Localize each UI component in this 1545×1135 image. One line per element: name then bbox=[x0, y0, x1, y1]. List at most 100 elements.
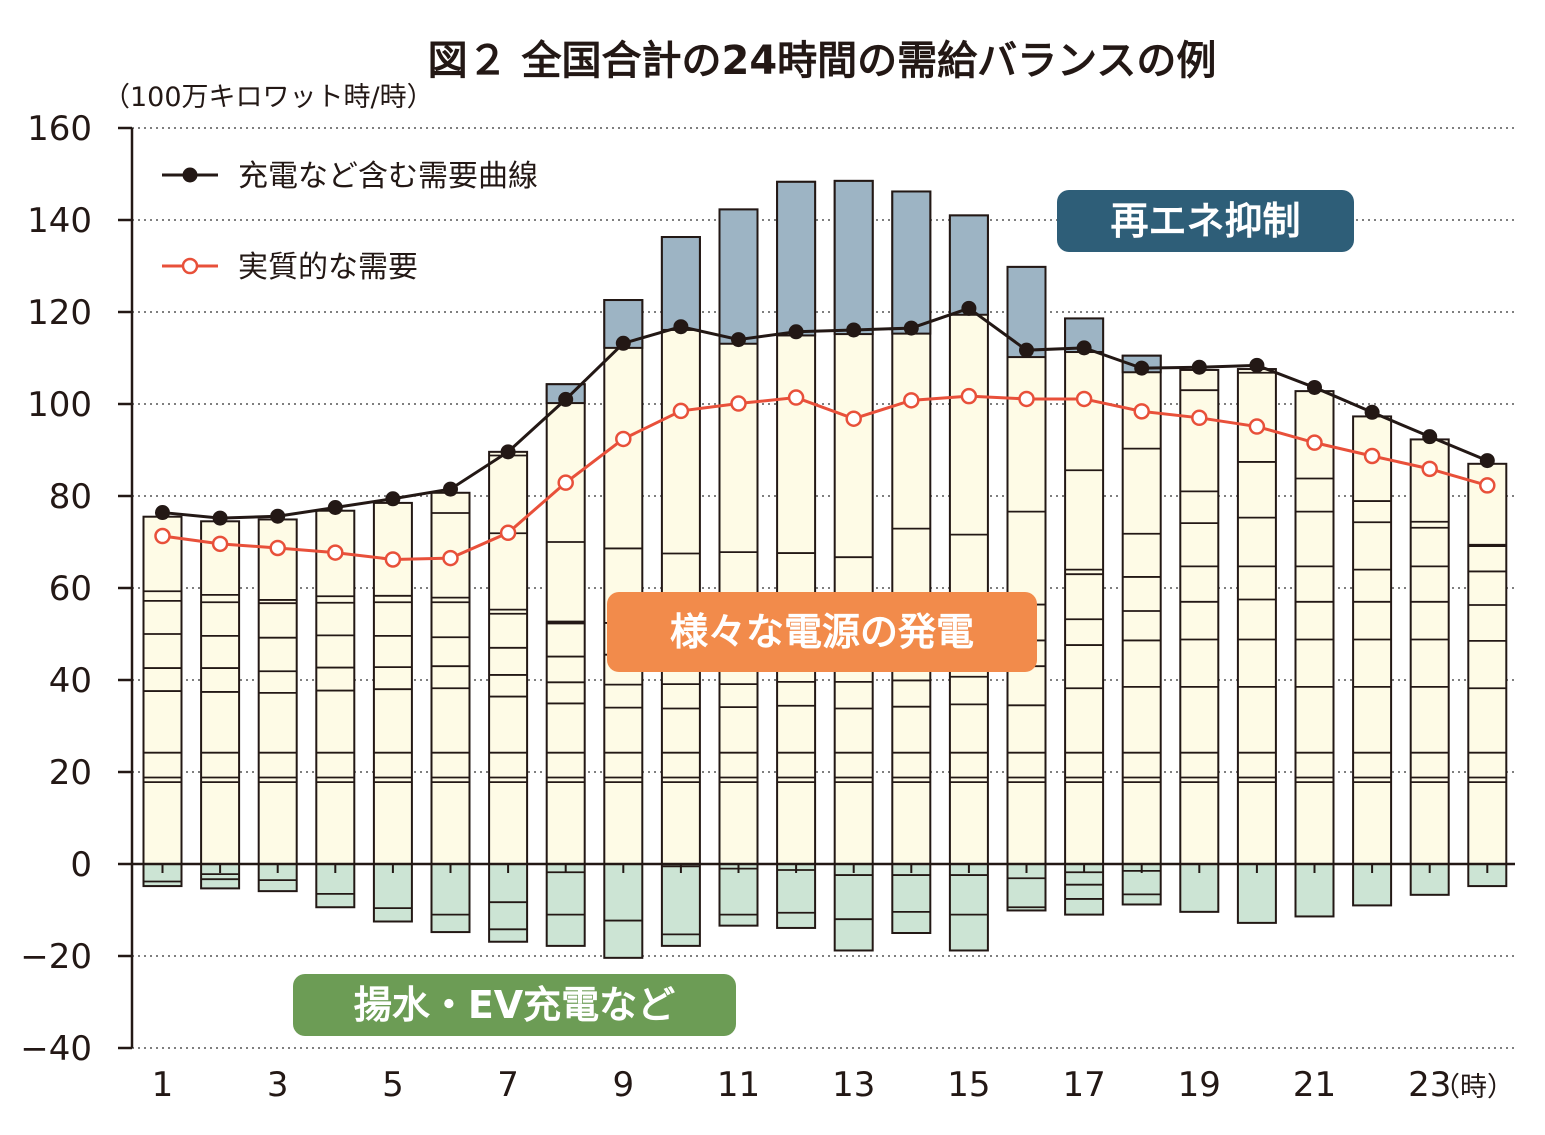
legend-marker bbox=[182, 167, 198, 183]
data-point bbox=[615, 430, 632, 448]
legend-label: 充電など含む需要曲線 bbox=[238, 159, 538, 194]
data-point bbox=[1191, 409, 1208, 427]
y-tick-label: 60 bbox=[49, 569, 92, 609]
series-lines bbox=[154, 300, 1496, 568]
data-point bbox=[500, 444, 516, 460]
generation-bar bbox=[1467, 462, 1508, 865]
generation-bar bbox=[1179, 368, 1220, 865]
bar-group bbox=[200, 520, 241, 890]
bar-group bbox=[1236, 368, 1277, 924]
data-point bbox=[1421, 460, 1438, 478]
charging-bar bbox=[603, 863, 644, 959]
bar-group bbox=[257, 518, 298, 893]
data-point bbox=[442, 549, 459, 567]
curtailment-bar bbox=[660, 236, 701, 331]
annotation-badge bbox=[1057, 190, 1354, 252]
curtailment-bar bbox=[776, 180, 817, 337]
y-tick-label: 160 bbox=[27, 109, 92, 149]
y-tick-label: −20 bbox=[20, 937, 92, 977]
annotation-label: 揚水・EV充電など bbox=[354, 983, 675, 1027]
data-point bbox=[1364, 404, 1380, 420]
data-point bbox=[903, 392, 920, 409]
data-point bbox=[730, 395, 747, 412]
data-point bbox=[327, 500, 343, 515]
generation-bar bbox=[1294, 390, 1335, 865]
bar-group bbox=[891, 190, 932, 934]
data-point bbox=[1018, 390, 1035, 408]
y-tick-label: −40 bbox=[20, 1029, 92, 1069]
data-point bbox=[270, 508, 286, 524]
bar-group bbox=[1294, 390, 1335, 918]
x-tick-label: 13 bbox=[832, 1065, 875, 1105]
bar-group bbox=[1179, 368, 1220, 913]
charging-bar bbox=[545, 863, 586, 947]
charging-bar bbox=[430, 863, 471, 934]
chart-title: 図２ 全国合計の24時間の需給バランスの例 bbox=[428, 38, 1217, 84]
curtailment-bar bbox=[948, 214, 989, 316]
data-point bbox=[903, 320, 919, 336]
data-point bbox=[1248, 418, 1266, 435]
data-point bbox=[499, 524, 517, 542]
bar-group bbox=[833, 179, 874, 952]
data-point bbox=[1422, 429, 1438, 445]
x-tick-label: 19 bbox=[1178, 1065, 1221, 1105]
annotation-badge bbox=[293, 974, 736, 1036]
legend-label: 実質的な需要 bbox=[238, 250, 418, 285]
series-line bbox=[162, 394, 1488, 561]
data-point bbox=[1133, 403, 1150, 420]
x-tick-label: 9 bbox=[612, 1065, 634, 1105]
data-point bbox=[672, 402, 690, 420]
bar-group bbox=[142, 515, 183, 888]
annotation-badge bbox=[607, 592, 1037, 672]
y-tick-label: 80 bbox=[49, 477, 92, 517]
generation-bar bbox=[488, 450, 529, 865]
y-tick-label: 0 bbox=[70, 845, 92, 885]
data-point bbox=[1249, 357, 1265, 373]
data-point bbox=[787, 389, 805, 406]
legend-marker bbox=[181, 257, 199, 275]
charging-bar bbox=[372, 863, 413, 923]
charging-bar bbox=[718, 863, 759, 927]
data-point bbox=[1307, 379, 1322, 395]
bar-group bbox=[1352, 415, 1393, 907]
x-tick-label: 15 bbox=[947, 1065, 990, 1105]
data-point bbox=[731, 332, 746, 348]
data-point bbox=[1363, 447, 1381, 465]
charging-bar bbox=[948, 863, 989, 952]
x-tick-label: 3 bbox=[267, 1065, 289, 1105]
bar-group bbox=[1409, 438, 1450, 896]
generation-bar bbox=[257, 518, 298, 866]
bar-group bbox=[776, 180, 817, 929]
data-point bbox=[327, 544, 344, 561]
data-point bbox=[154, 527, 171, 545]
annotation-label: 再エネ抑制 bbox=[1110, 199, 1300, 243]
data-point bbox=[615, 335, 631, 351]
x-tick-label: 23 bbox=[1408, 1065, 1451, 1105]
data-point bbox=[788, 324, 804, 340]
data-point bbox=[1019, 342, 1034, 358]
data-point bbox=[557, 474, 574, 491]
bar-group bbox=[1121, 354, 1162, 906]
bar-group bbox=[315, 509, 356, 909]
x-tick-label: 17 bbox=[1062, 1065, 1105, 1105]
data-point bbox=[443, 481, 458, 497]
generation-bar bbox=[1121, 354, 1162, 865]
charging-bar bbox=[833, 863, 874, 952]
bar-group bbox=[545, 383, 586, 947]
data-point bbox=[1076, 340, 1092, 356]
data-point bbox=[1479, 477, 1496, 494]
y-axis-unit-label: （100万キロワット時/時） bbox=[103, 82, 434, 113]
y-tick-label: 20 bbox=[49, 753, 92, 793]
data-point bbox=[1306, 434, 1323, 451]
data-point bbox=[212, 510, 228, 526]
bar-group bbox=[1467, 462, 1508, 888]
data-point bbox=[845, 410, 862, 427]
y-tick-label: 140 bbox=[27, 201, 92, 241]
x-tick-label: 1 bbox=[152, 1065, 174, 1105]
bar-group bbox=[948, 214, 989, 952]
data-point bbox=[960, 387, 978, 405]
generation-bar bbox=[315, 509, 356, 865]
data-point bbox=[155, 505, 170, 521]
